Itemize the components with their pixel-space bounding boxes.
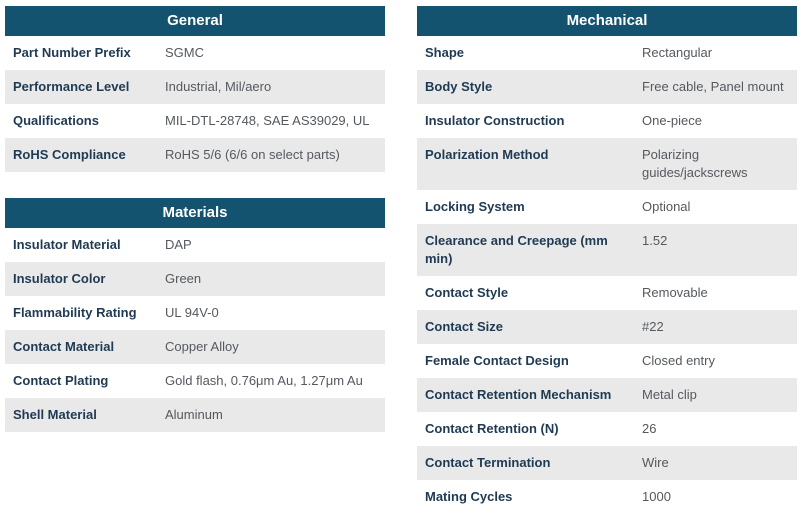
spec-value: One-piece: [642, 113, 702, 128]
table-row: Contact Material Copper Alloy: [5, 330, 385, 364]
spec-label: Contact Retention Mechanism: [425, 387, 612, 402]
spec-label: Insulator Construction: [425, 113, 565, 128]
spec-label: Contact Plating: [13, 373, 109, 388]
table-row: Female Contact Design Closed entry: [417, 344, 797, 378]
spec-value: RoHS 5/6 (6/6 on select parts): [165, 147, 340, 162]
right-column: Mechanical Shape Rectangular Body Style Fre…: [417, 6, 797, 514]
table-rows: Part Number Prefix SGMC Performance Level I…: [5, 36, 385, 172]
general-table: General Part Number Prefix SGMC Performanc…: [5, 6, 385, 172]
spec-value: SGMC: [165, 45, 204, 60]
spec-value: 26: [642, 421, 657, 436]
table-row: Insulator Color Green: [5, 262, 385, 296]
spec-label: Insulator Material: [13, 237, 121, 252]
table-row: Insulator Construction One-piece: [417, 104, 797, 138]
mechanical-table: Mechanical Shape Rectangular Body Style Fre…: [417, 6, 797, 514]
spec-label: Contact Style: [425, 285, 509, 300]
spec-value: Wire: [642, 455, 669, 470]
table-row: Contact Plating Gold flash, 0.76μm Au, 1.…: [5, 364, 385, 398]
table-row: Shell Material Aluminum: [5, 398, 385, 432]
table-row: Flammability Rating UL 94V-0: [5, 296, 385, 330]
spec-value: Metal clip: [642, 387, 697, 402]
mechanical-table-title: Mechanical: [417, 6, 797, 36]
table-row: Shape Rectangular: [417, 36, 797, 70]
table-row: Contact Termination Wire: [417, 446, 797, 480]
table-row: Polarization Method Polarizing guides/jac…: [417, 138, 797, 190]
spec-label: Clearance and Creepage (mm min): [425, 233, 608, 266]
spec-label: Female Contact Design: [425, 353, 569, 368]
spec-value: Optional: [642, 199, 691, 214]
table-row: Contact Size #22: [417, 310, 797, 344]
table-row: Qualifications MIL-DTL-28748, SAE AS39029…: [5, 104, 385, 138]
spec-label: Flammability Rating: [13, 305, 137, 320]
spec-value: #22: [642, 319, 664, 334]
spec-label: Polarization Method: [425, 147, 549, 162]
spec-label: Body Style: [425, 79, 493, 94]
spec-label: Insulator Color: [13, 271, 106, 286]
materials-table: Materials Insulator Material DAP Insulator…: [5, 198, 385, 432]
spec-value: Green: [165, 271, 202, 286]
spec-label: Qualifications: [13, 113, 99, 128]
spec-value: 1.52: [642, 233, 668, 248]
spec-label: Contact Material: [13, 339, 115, 354]
spec-value: MIL-DTL-28748, SAE AS39029, UL: [165, 113, 370, 128]
spec-value: Free cable, Panel mount: [642, 79, 784, 94]
spec-value: 1000: [642, 489, 671, 504]
table-row: Contact Retention Mechanism Metal clip: [417, 378, 797, 412]
spec-label: Contact Termination: [425, 455, 551, 470]
spec-value: UL 94V-0: [165, 305, 219, 320]
spec-value: Closed entry: [642, 353, 715, 368]
spec-label: RoHS Compliance: [13, 147, 126, 162]
spec-value: DAP: [165, 237, 192, 252]
table-row: Contact Style Removable: [417, 276, 797, 310]
table-row: Clearance and Creepage (mm min) 1.52: [417, 224, 797, 276]
table-row: Performance Level Industrial, Mil/aero: [5, 70, 385, 104]
spec-value: Copper Alloy: [165, 339, 239, 354]
spec-value: Industrial, Mil/aero: [165, 79, 272, 94]
general-table-title: General: [5, 6, 385, 36]
spec-label: Part Number Prefix: [13, 45, 131, 60]
spec-value: Rectangular: [642, 45, 713, 60]
table-row: RoHS Compliance RoHS 5/6 (6/6 on select p…: [5, 138, 385, 172]
table-row: Mating Cycles 1000: [417, 480, 797, 514]
spec-label: Performance Level: [13, 79, 130, 94]
table-row: Contact Retention (N) 26: [417, 412, 797, 446]
table-row: Insulator Material DAP: [5, 228, 385, 262]
spec-value: Removable: [642, 285, 708, 300]
spec-value: Polarizing guides/jackscrews: [642, 147, 748, 180]
spec-label: Locking System: [425, 199, 525, 214]
spec-label: Shell Material: [13, 407, 97, 422]
table-row: Part Number Prefix SGMC: [5, 36, 385, 70]
spec-value: Aluminum: [165, 407, 223, 422]
materials-table-title: Materials: [5, 198, 385, 228]
left-column: General Part Number Prefix SGMC Performanc…: [5, 6, 385, 514]
spec-label: Shape: [425, 45, 465, 60]
spec-label: Mating Cycles: [425, 489, 513, 504]
table-rows: Insulator Material DAP Insulator Color Gree…: [5, 228, 385, 432]
table-rows: Shape Rectangular Body Style Free cable, Pa…: [417, 36, 797, 514]
spec-value: Gold flash, 0.76μm Au, 1.27μm Au: [165, 373, 363, 388]
table-row: Body Style Free cable, Panel mount: [417, 70, 797, 104]
spec-label: Contact Size: [425, 319, 504, 334]
spec-label: Contact Retention (N): [425, 421, 559, 436]
table-row: Locking System Optional: [417, 190, 797, 224]
